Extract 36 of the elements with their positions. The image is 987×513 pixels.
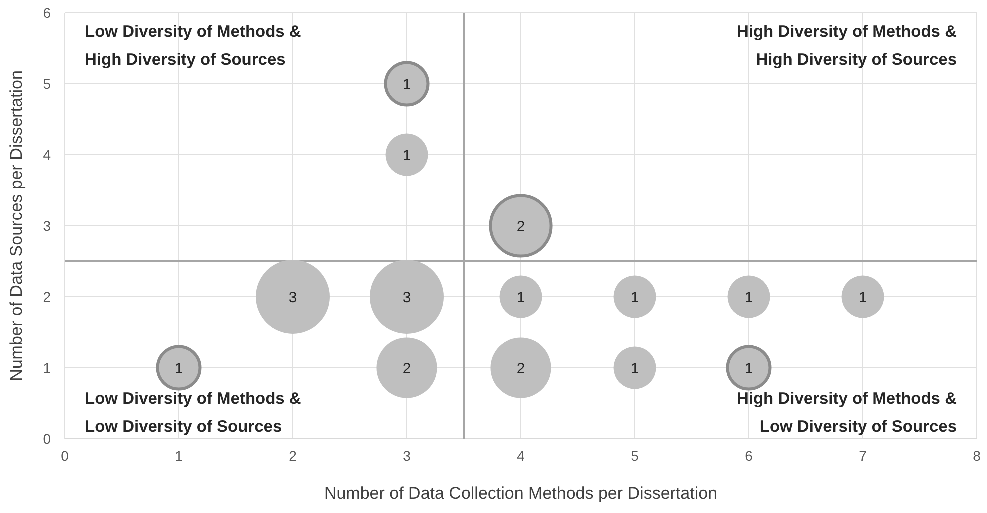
x-tick-label: 7 [859,448,868,464]
x-tick-label: 0 [61,448,70,464]
annotation: Low Diversity of Methods & Low Diversity of Sources [85,390,302,436]
y-tick-label: 1 [43,360,52,376]
annotation: High Diversity of Methods & High Diversity of Sources [736,23,958,69]
annotation: Low Diversity of Methods & High Diversity of Sources [85,23,302,69]
x-tick-label: 1 [175,448,184,464]
annotation: 3 [288,289,298,306]
x-tick-label: 3 [403,448,412,464]
annotation: 1 [630,289,640,306]
y-tick-label: 6 [43,4,52,21]
x-tick-label: 6 [745,448,754,464]
annotation: 1 [402,76,412,94]
annotation: 1 [744,289,754,306]
x-tick-label: 2 [289,448,298,464]
annotation: 1 [858,289,868,306]
annotation: 1 [174,360,184,378]
y-tick-label: 4 [43,146,52,163]
annotation: 1 [744,360,754,378]
annotation: 3 [402,289,412,306]
annotation: 1 [516,289,526,306]
annotation: 2 [516,218,526,236]
y-tick-label: 0 [43,430,52,447]
x-tick-label: 4 [517,448,526,464]
y-tick-label: 2 [43,288,52,305]
annotation: 2 [516,360,526,378]
x-tick-label: 5 [631,448,640,464]
y-tick-label: 3 [43,218,52,234]
annotation: 1 [630,360,640,378]
y-axis-title: Number of Data Sources per Dissertation [7,70,26,382]
annotation: 2 [402,360,412,378]
x-tick-label: 8 [973,448,982,464]
y-tick-label: 5 [43,76,52,92]
annotation: High Diversity of Methods & Low Diversity of Sources [736,390,958,436]
annotation: 1 [402,147,412,164]
x-axis-title: Number of Data Collection Methods per Dissertation [324,484,718,503]
